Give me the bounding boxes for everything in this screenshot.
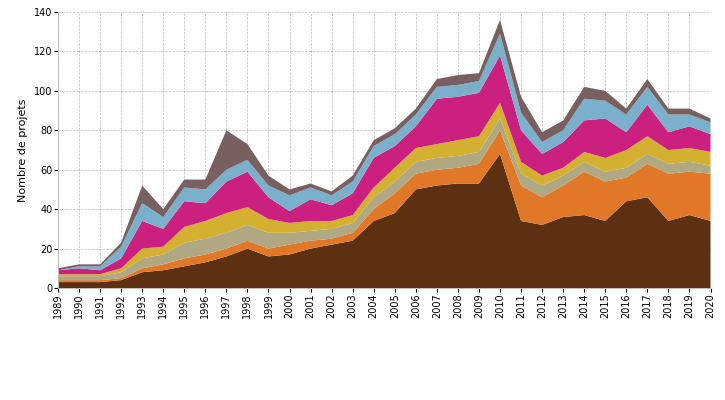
Y-axis label: Nombre de projets: Nombre de projets [18, 98, 28, 202]
